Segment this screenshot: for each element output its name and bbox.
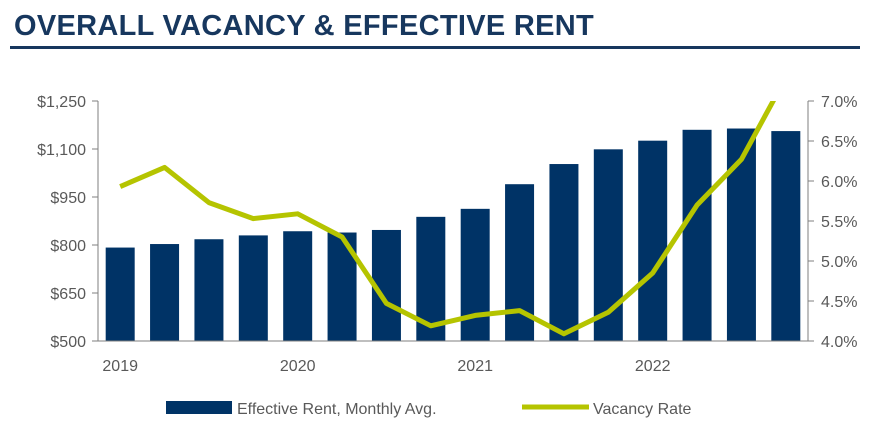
x-tick-label: 2020 xyxy=(280,358,316,375)
rent-bar-3 xyxy=(194,239,224,341)
legend-swatch-rent xyxy=(166,401,232,414)
x-tick-label: 2019 xyxy=(102,358,138,375)
rent-bars xyxy=(105,128,801,341)
right-tick-label: 6.0% xyxy=(821,174,857,191)
x-tick-label: 2021 xyxy=(457,358,493,375)
rent-bar-5 xyxy=(283,231,313,341)
rent-bar-9 xyxy=(460,208,490,341)
right-tick-label: 5.0% xyxy=(821,254,857,271)
chart-title: OVERALL VACANCY & EFFECTIVE RENT xyxy=(14,10,594,42)
left-tick-label: $1,100 xyxy=(37,142,86,159)
legend-label-vacancy: Vacancy Rate xyxy=(593,401,692,418)
right-axis-ticks: 4.0% 4.5% 5.0% 5.5% 6.0% 6.5% 7.0% xyxy=(808,94,857,351)
rent-bar-4 xyxy=(238,235,268,341)
right-tick-label: 4.0% xyxy=(821,334,857,351)
rent-bar-2 xyxy=(150,244,180,341)
rent-bar-11 xyxy=(549,164,579,341)
rent-bar-16 xyxy=(771,131,801,341)
x-tick-label: 2022 xyxy=(635,358,671,375)
left-tick-label: $1,250 xyxy=(37,94,86,111)
vacancy-line-group xyxy=(119,101,777,337)
rent-bar-15 xyxy=(726,128,756,341)
left-tick-label: $800 xyxy=(50,238,86,255)
right-tick-label: 5.5% xyxy=(821,214,857,231)
rent-bar-1 xyxy=(105,247,135,341)
rent-bar-13 xyxy=(638,140,668,341)
right-tick-label: 7.0% xyxy=(821,94,857,111)
legend-label-rent: Effective Rent, Monthly Avg. xyxy=(237,401,437,418)
left-axis-ticks: $500 $650 $800 $950 $1,100 $1,250 xyxy=(37,94,98,351)
x-axis-ticks: 2019 2020 2021 2022 xyxy=(102,358,670,375)
right-tick-label: 6.5% xyxy=(821,134,857,151)
title-underline xyxy=(10,46,860,49)
right-tick-label: 4.5% xyxy=(821,294,857,311)
left-tick-label: $650 xyxy=(50,286,86,303)
rent-bar-14 xyxy=(682,129,712,341)
left-tick-label: $950 xyxy=(50,190,86,207)
chart-legend: Effective Rent, Monthly Avg. Vacancy Rate xyxy=(166,401,692,418)
vacancy-rate-line xyxy=(119,101,777,337)
left-tick-label: $500 xyxy=(50,334,86,351)
